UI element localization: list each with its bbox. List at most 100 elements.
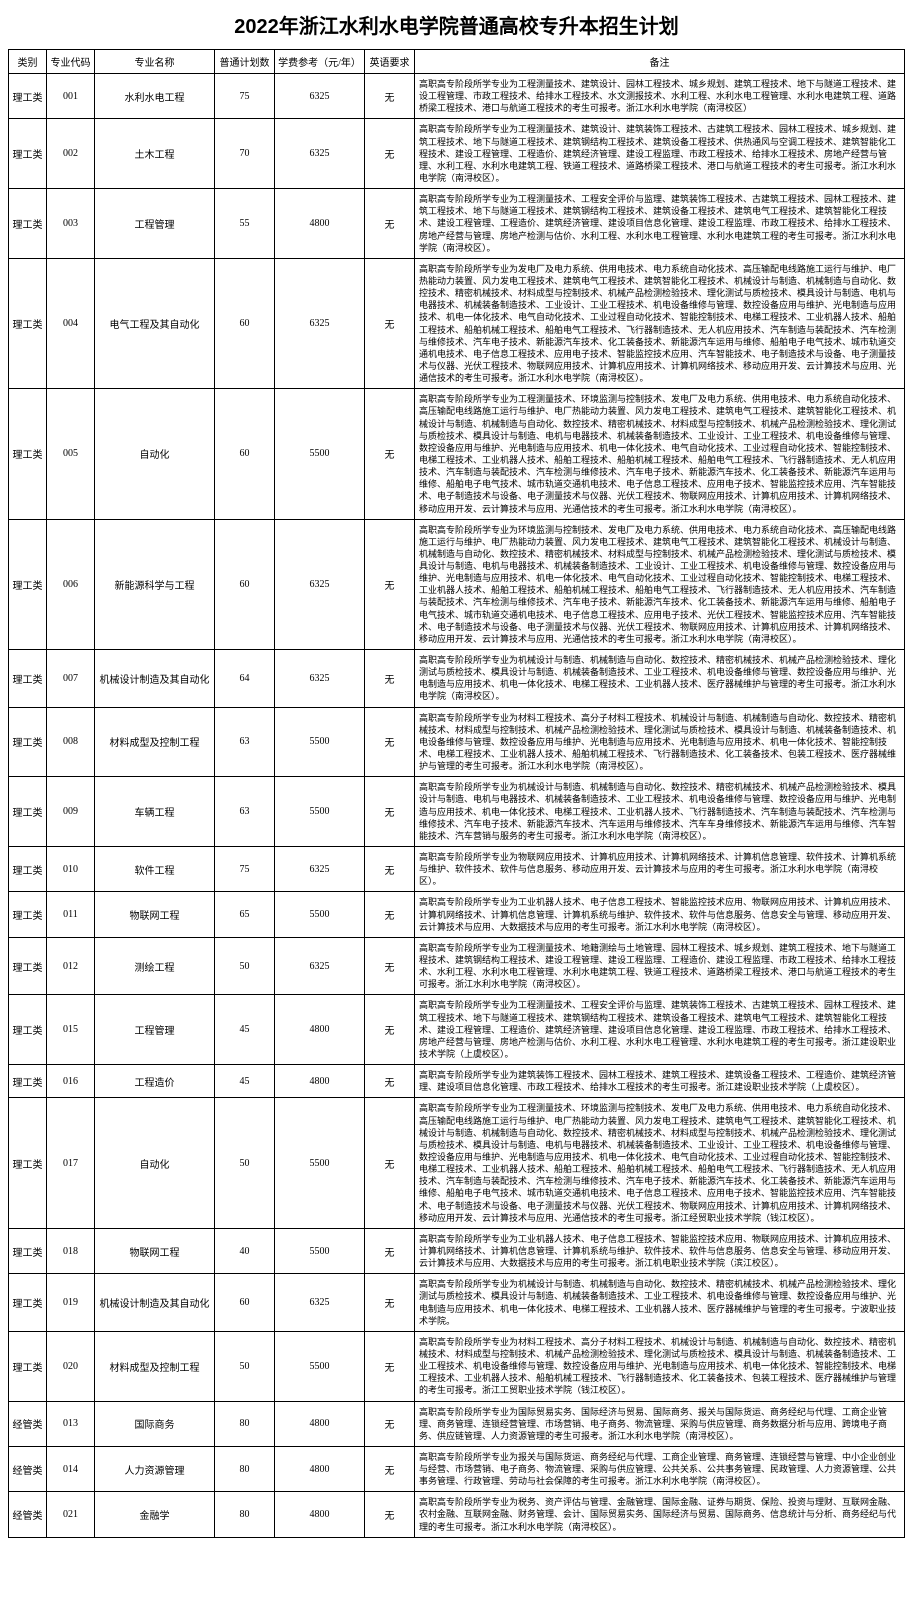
cell-name: 工程造价 (95, 1065, 215, 1098)
cell-name: 测绘工程 (95, 937, 215, 995)
cell-name: 自动化 (95, 1098, 215, 1228)
cell-name: 工程管理 (95, 995, 215, 1065)
cell-plan: 60 (215, 389, 275, 519)
cell-code: 015 (47, 995, 95, 1065)
cell-english: 无 (365, 1492, 415, 1537)
cell-english: 无 (365, 1274, 415, 1332)
cell-fee: 4800 (275, 1065, 365, 1098)
table-row: 经管类013国际商务804800无高职高专阶段所学专业为国际贸易实务、国际经济与… (9, 1401, 905, 1446)
table-row: 经管类021金融学804800无高职高专阶段所学专业为税务、资产评估与管理、金融… (9, 1492, 905, 1537)
cell-fee: 5500 (275, 1228, 365, 1273)
cell-english: 无 (365, 650, 415, 708)
cell-fee: 4800 (275, 995, 365, 1065)
cell-english: 无 (365, 892, 415, 937)
table-row: 理工类020材料成型及控制工程505500无高职高专阶段所学专业为材料工程技术、… (9, 1331, 905, 1401)
cell-fee: 6325 (275, 119, 365, 189)
cell-name: 材料成型及控制工程 (95, 1331, 215, 1401)
cell-name: 物联网工程 (95, 892, 215, 937)
col-fee: 学费参考（元/年） (275, 50, 365, 74)
col-category: 类别 (9, 50, 47, 74)
table-row: 理工类010软件工程756325无高职高专阶段所学专业为物联网应用技术、计算机应… (9, 847, 905, 892)
admission-plan-table: 类别 专业代码 专业名称 普通计划数 学费参考（元/年） 英语要求 备注 理工类… (8, 49, 905, 1538)
table-row: 理工类018物联网工程405500无高职高专阶段所学专业为工业机器人技术、电子信… (9, 1228, 905, 1273)
cell-plan: 80 (215, 1446, 275, 1491)
cell-category: 理工类 (9, 1274, 47, 1332)
cell-plan: 60 (215, 1274, 275, 1332)
cell-fee: 6325 (275, 258, 365, 388)
cell-fee: 6325 (275, 519, 365, 649)
cell-english: 无 (365, 847, 415, 892)
cell-name: 新能源科学与工程 (95, 519, 215, 649)
cell-category: 经管类 (9, 1446, 47, 1491)
cell-code: 021 (47, 1492, 95, 1537)
cell-code: 009 (47, 777, 95, 847)
cell-fee: 6325 (275, 937, 365, 995)
cell-english: 无 (365, 995, 415, 1065)
cell-name: 人力资源管理 (95, 1446, 215, 1491)
cell-fee: 4800 (275, 1446, 365, 1491)
cell-code: 017 (47, 1098, 95, 1228)
cell-plan: 63 (215, 707, 275, 777)
cell-code: 011 (47, 892, 95, 937)
col-code: 专业代码 (47, 50, 95, 74)
cell-name: 自动化 (95, 389, 215, 519)
cell-remark: 高职高专阶段所学专业为发电厂及电力系统、供用电技术、电力系统自动化技术、高压输配… (415, 258, 905, 388)
cell-fee: 6325 (275, 650, 365, 708)
cell-english: 无 (365, 1228, 415, 1273)
cell-category: 理工类 (9, 519, 47, 649)
cell-name: 机械设计制造及其自动化 (95, 650, 215, 708)
cell-category: 理工类 (9, 1331, 47, 1401)
cell-remark: 高职高专阶段所学专业为报关与国际货运、商务经纪与代理、工商企业管理、商务管理、连… (415, 1446, 905, 1491)
cell-category: 理工类 (9, 892, 47, 937)
table-row: 理工类019机械设计制造及其自动化606325无高职高专阶段所学专业为机械设计与… (9, 1274, 905, 1332)
table-row: 理工类007机械设计制造及其自动化646325无高职高专阶段所学专业为机械设计与… (9, 650, 905, 708)
table-row: 理工类012测绘工程506325无高职高专阶段所学专业为工程测量技术、地籍测绘与… (9, 937, 905, 995)
cell-category: 理工类 (9, 995, 47, 1065)
cell-code: 020 (47, 1331, 95, 1401)
cell-name: 国际商务 (95, 1401, 215, 1446)
cell-remark: 高职高专阶段所学专业为工程测量技术、建筑设计、园林工程技术、城乡规划、建筑工程技… (415, 74, 905, 119)
cell-fee: 4800 (275, 1401, 365, 1446)
cell-code: 003 (47, 189, 95, 259)
cell-remark: 高职高专阶段所学专业为物联网应用技术、计算机应用技术、计算机网络技术、计算机信息… (415, 847, 905, 892)
cell-remark: 高职高专阶段所学专业为工程测量技术、工程安全评价与监理、建筑装饰工程技术、古建筑… (415, 189, 905, 259)
cell-english: 无 (365, 777, 415, 847)
cell-plan: 50 (215, 1331, 275, 1401)
table-row: 理工类002土木工程706325无高职高专阶段所学专业为工程测量技术、建筑设计、… (9, 119, 905, 189)
cell-code: 005 (47, 389, 95, 519)
cell-fee: 5500 (275, 777, 365, 847)
cell-english: 无 (365, 74, 415, 119)
cell-english: 无 (365, 1446, 415, 1491)
cell-plan: 75 (215, 74, 275, 119)
cell-name: 土木工程 (95, 119, 215, 189)
cell-category: 理工类 (9, 937, 47, 995)
cell-category: 理工类 (9, 847, 47, 892)
cell-category: 理工类 (9, 1065, 47, 1098)
cell-english: 无 (365, 189, 415, 259)
cell-plan: 45 (215, 1065, 275, 1098)
cell-code: 002 (47, 119, 95, 189)
table-row: 理工类015工程管理454800无高职高专阶段所学专业为工程测量技术、工程安全评… (9, 995, 905, 1065)
cell-remark: 高职高专阶段所学专业为工程测量技术、地籍测绘与土地管理、园林工程技术、城乡规划、… (415, 937, 905, 995)
cell-english: 无 (365, 707, 415, 777)
table-row: 理工类009车辆工程635500无高职高专阶段所学专业为机械设计与制造、机械制造… (9, 777, 905, 847)
cell-code: 013 (47, 1401, 95, 1446)
cell-remark: 高职高专阶段所学专业为工业机器人技术、电子信息工程技术、智能监控技术应用、物联网… (415, 1228, 905, 1273)
cell-name: 工程管理 (95, 189, 215, 259)
cell-code: 018 (47, 1228, 95, 1273)
cell-remark: 高职高专阶段所学专业为机械设计与制造、机械制造与自动化、数控技术、精密机械技术、… (415, 650, 905, 708)
col-english: 英语要求 (365, 50, 415, 74)
table-row: 理工类005自动化605500无高职高专阶段所学专业为工程测量技术、环境监测与控… (9, 389, 905, 519)
cell-remark: 高职高专阶段所学专业为材料工程技术、高分子材料工程技术、机械设计与制造、机械制造… (415, 1331, 905, 1401)
cell-code: 012 (47, 937, 95, 995)
cell-fee: 5500 (275, 1331, 365, 1401)
cell-remark: 高职高专阶段所学专业为建筑装饰工程技术、园林工程技术、建筑工程技术、建筑设备工程… (415, 1065, 905, 1098)
cell-plan: 80 (215, 1401, 275, 1446)
cell-name: 金融学 (95, 1492, 215, 1537)
col-remark: 备注 (415, 50, 905, 74)
cell-fee: 6325 (275, 74, 365, 119)
cell-code: 008 (47, 707, 95, 777)
table-row: 理工类016工程造价454800无高职高专阶段所学专业为建筑装饰工程技术、园林工… (9, 1065, 905, 1098)
cell-plan: 50 (215, 937, 275, 995)
cell-english: 无 (365, 119, 415, 189)
